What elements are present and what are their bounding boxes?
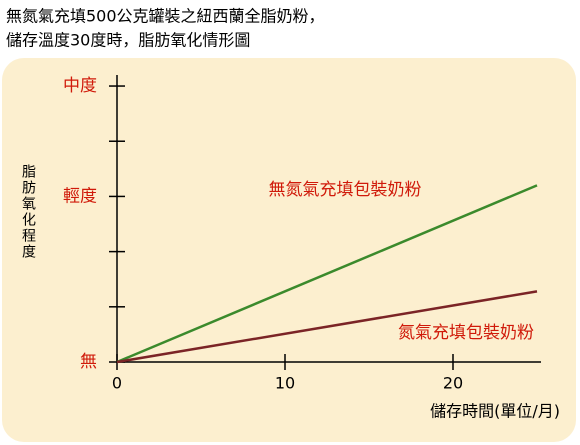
- y-axis-label: 脂肪氧化程度: [20, 164, 36, 260]
- x-tick-label: 0: [112, 374, 122, 393]
- chart-title: 儲存溫度30度時，脂肪氧化情形圖: [6, 31, 250, 50]
- series-line: [116, 290, 538, 364]
- y-tick-label: 無: [80, 352, 97, 372]
- chart-background: [2, 58, 576, 442]
- y-tick-label: 輕度: [63, 186, 97, 206]
- x-tick-label: 10: [275, 374, 295, 393]
- x-axis-label: 儲存時間(單位/月): [430, 402, 560, 421]
- series-line: [116, 184, 538, 364]
- x-tick-label: 20: [443, 374, 463, 393]
- chart-title: 無氮氣充填500公克罐裝之紐西蘭全脂奶粉，: [6, 7, 325, 26]
- series-label: 氮氣充填包裝奶粉: [398, 323, 534, 343]
- series-label: 無氮氣充填包裝奶粉: [269, 180, 422, 200]
- y-tick-label: 中度: [63, 76, 97, 96]
